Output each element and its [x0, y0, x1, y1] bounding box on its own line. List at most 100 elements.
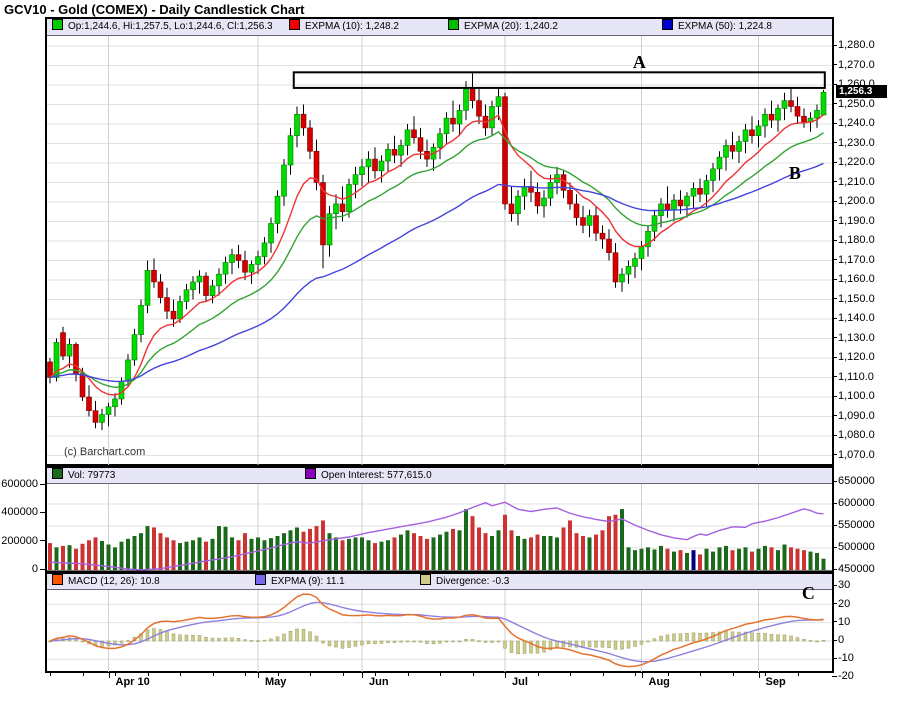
- volume-left-tick: [40, 511, 45, 513]
- legend-item-volume: Vol: 79773: [52, 468, 115, 483]
- x-axis-tick: [472, 673, 474, 676]
- x-axis-tick: [505, 673, 506, 678]
- macd-legend: MACD (12, 26): 10.8 EXPMA (9): 11.1 Dive…: [47, 574, 832, 590]
- price-axis-label: 1,080.0: [838, 429, 875, 441]
- x-axis-tick: [115, 673, 116, 676]
- x-axis-tick: [641, 673, 643, 678]
- x-axis-tick: [407, 673, 409, 676]
- price-axis-label: 1,230.0: [838, 136, 875, 149]
- x-axis-tick: [108, 673, 110, 678]
- legend-label: Op:1,244.6, Hi:1,257.5, Lo:1,244.6, Cl:1…: [68, 21, 273, 32]
- macd-right-label: 30: [838, 579, 851, 592]
- volume-right-label: 450000: [838, 563, 875, 575]
- price-axis-tick: [832, 200, 837, 202]
- price-axis-label: 1,100.0: [838, 390, 875, 402]
- legend-item-expma50: EXPMA (50): 1,224.8: [662, 19, 772, 34]
- x-axis-tick: [342, 673, 344, 676]
- legend-item-expma20: EXPMA (20): 1,240.2: [448, 19, 558, 34]
- price-axis-tick: [832, 142, 837, 143]
- legend-item-ohlc: Op:1,244.6, Hi:1,257.5, Lo:1,244.6, Cl:1…: [52, 19, 273, 34]
- price-axis-tick: [832, 44, 837, 46]
- signal-line: [49, 601, 824, 663]
- price-axis-label: 1,120.0: [838, 351, 875, 363]
- divergence-swatch-icon: [420, 574, 431, 585]
- x-axis-month-label: Apr 10: [115, 676, 150, 688]
- macd-right-label: -10: [838, 652, 854, 665]
- price-axis-label: 1,200.0: [838, 195, 875, 207]
- volume-legend: Vol: 79773 Open Interest: 577,615.0: [47, 468, 832, 484]
- macd-right-label: -20: [838, 670, 854, 683]
- legend-label: Divergence: -0.3: [436, 576, 510, 587]
- x-axis-tick: [667, 673, 669, 676]
- x-axis-tick: [50, 673, 51, 676]
- volume-right-tick: [832, 524, 837, 526]
- price-axis-tick: [832, 181, 837, 182]
- macd-right-label: 10: [838, 615, 851, 628]
- annotation-label-c: C: [801, 583, 815, 603]
- price-axis-label: 1,150.0: [838, 292, 875, 305]
- macd-right-tick: [832, 639, 837, 641]
- x-axis-tick: [732, 673, 734, 676]
- volume-right-label: 600000: [838, 497, 875, 509]
- x-axis-tick: [537, 673, 539, 676]
- x-axis-tick: [245, 673, 246, 676]
- price-axis-label: 1,110.0: [838, 370, 874, 383]
- macd-right-tick: [832, 603, 837, 605]
- price-chart-panel: Op:1,244.6, Hi:1,257.5, Lo:1,244.6, Cl:1…: [45, 17, 834, 466]
- price-legend: Op:1,244.6, Hi:1,257.5, Lo:1,244.6, Cl:1…: [47, 19, 832, 36]
- candle-bodies: [47, 88, 827, 423]
- expma9-swatch-icon: [255, 574, 266, 585]
- x-axis-tick: [212, 673, 214, 676]
- volume-right-tick: [832, 502, 837, 504]
- price-axis-tick: [832, 103, 837, 104]
- price-axis-label: 1,250.0: [838, 97, 875, 110]
- x-axis-tick: [310, 673, 311, 676]
- watermark: (c) Barchart.com: [64, 446, 146, 458]
- price-axis-tick: [832, 64, 837, 65]
- price-axis-tick: [832, 434, 837, 436]
- legend-item-macd: MACD (12, 26): 10.8: [52, 574, 160, 589]
- x-axis-tick: [277, 673, 279, 676]
- legend-item-divergence: Divergence: -0.3: [420, 574, 509, 589]
- open-interest-swatch-icon: [305, 468, 316, 479]
- price-axis-label: 1,270.0: [838, 58, 875, 71]
- legend-label: EXPMA (50): 1,224.8: [678, 21, 772, 32]
- macd-right-label: 20: [838, 597, 851, 610]
- macd-right-tick: [832, 584, 837, 586]
- macd-right-tick: [832, 657, 837, 659]
- price-axis-label: 1,140.0: [838, 312, 875, 324]
- volume-right-label: 650000: [838, 475, 875, 487]
- volume-left-label: 0: [31, 563, 38, 575]
- price-axis-label: 1,280.0: [838, 39, 875, 51]
- annotation-label-a: A: [632, 51, 646, 72]
- price-axis-label: 1,170.0: [838, 253, 875, 266]
- volume-right-tick: [832, 546, 837, 548]
- price-axis-tick: [832, 337, 837, 338]
- x-axis-tick: [570, 673, 571, 676]
- x-axis-month-label: Jun: [369, 676, 389, 688]
- legend-item-expma9: EXPMA (9): 11.1: [255, 574, 345, 589]
- price-axis-tick: [832, 220, 837, 221]
- x-axis-month-label: May: [265, 676, 287, 688]
- x-axis-tick: [258, 673, 259, 678]
- price-axis-tick: [832, 161, 837, 163]
- price-axis-tick: [832, 376, 837, 377]
- x-axis-month-label: Jul: [512, 676, 528, 688]
- x-axis-tick: [147, 673, 149, 676]
- legend-item-open-interest: Open Interest: 577,615.0: [305, 468, 432, 483]
- volume-left-tick: [40, 483, 45, 485]
- price-axis-tick: [832, 317, 837, 319]
- macd-plot: [47, 590, 832, 672]
- expma50-swatch-icon: [662, 19, 673, 30]
- expma10-swatch-icon: [289, 19, 300, 30]
- price-axis-label: 1,210.0: [838, 175, 875, 188]
- volume-right-label: 500000: [838, 541, 875, 553]
- chart-title: GCV10 - Gold (COMEX) - Daily Candlestick…: [4, 2, 305, 17]
- legend-label: Open Interest: 577,615.0: [321, 470, 432, 481]
- price-axis-label: 1,180.0: [838, 234, 875, 246]
- price-axis-tick: [832, 356, 837, 358]
- x-axis-tick: [180, 673, 181, 676]
- volume-left-tick: [40, 568, 45, 570]
- expma20-line: [49, 131, 824, 389]
- macd-right-tick: [832, 621, 837, 623]
